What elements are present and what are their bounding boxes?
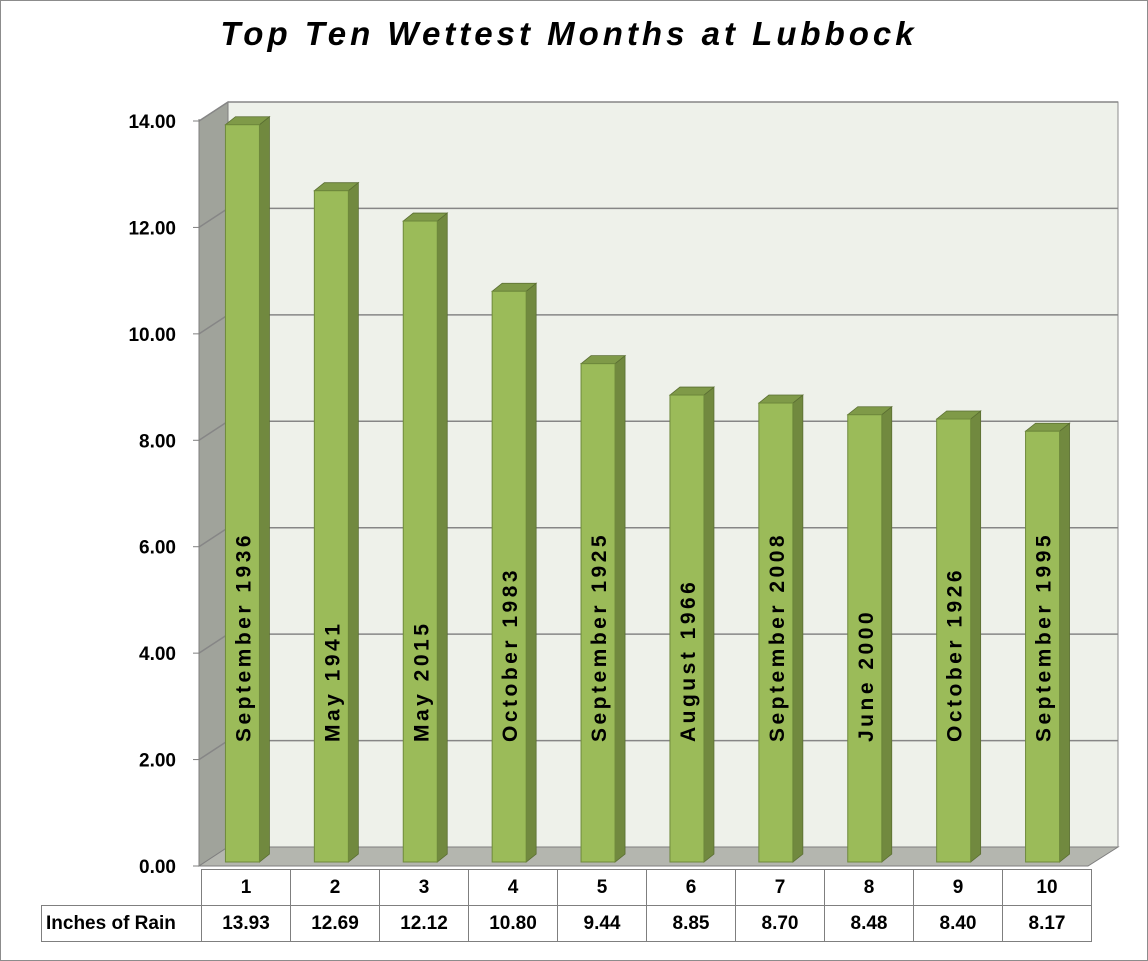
data-table-category: 6 [646,869,736,906]
data-table-value: 12.12 [379,905,469,942]
bar: May 2015 [402,212,449,863]
bar-front [491,290,527,863]
data-table-value: 9.44 [557,905,647,942]
bar-side [259,115,270,863]
y-tick-label: 2.00 [139,751,176,772]
y-tick-label: 10.00 [128,325,176,346]
data-table-value: 12.69 [290,905,380,942]
chart-title: Top Ten Wettest Months at Lubbock [220,15,918,52]
data-table-category: 8 [824,869,914,906]
data-table-category: 4 [468,869,558,906]
bar-side [525,282,537,863]
bar-front [402,220,438,863]
bar-label: October 1926 [944,567,967,742]
bar: October 1983 [491,282,538,863]
bar-front [313,190,349,863]
bar: September 1936 [224,115,271,863]
y-tick-label: 8.00 [139,431,176,452]
data-table-header-row: 1 2 3 4 5 6 7 8 9 10 [41,869,1092,906]
data-table-category: 5 [557,869,647,906]
y-tick-label: 4.00 [139,644,176,665]
bar: September 2008 [757,394,804,863]
side-wall [198,101,229,867]
data-table-value: 8.85 [646,905,736,942]
gridline [198,101,1118,122]
bar-label: September 1936 [232,532,255,742]
bar: September 1995 [1024,422,1071,863]
data-table-value: 8.70 [735,905,825,942]
bar-front [847,414,883,863]
bar: October 1926 [935,410,982,863]
data-table-category: 3 [379,869,469,906]
bar-side [347,181,359,863]
data-table-category: 1 [201,869,291,906]
bar-label: September 2008 [766,532,789,742]
bar: August 1966 [668,386,716,863]
bar: June 2000 [846,405,893,863]
bar-side [970,410,982,863]
data-table-value-row: Inches of Rain 13.93 12.69 12.12 10.80 9.44 8… [41,905,1092,942]
data-table-value: 13.93 [201,905,291,942]
data-table-category: 9 [913,869,1003,906]
data-table-value: 10.80 [468,905,558,942]
data-table: 1 2 3 4 5 6 7 8 9 10 Inches of Rain 13.93 12.69 12.… [41,869,1092,942]
bar-label: May 2015 [410,621,433,742]
bar: May 1941 [313,181,360,863]
bar-label: October 1983 [499,567,522,742]
bar-front [224,124,260,863]
y-tick-label: 6.00 [139,538,176,559]
bar-side [881,405,893,863]
bar: September 1925 [579,354,627,863]
bar-front [1025,430,1061,863]
bar-side [792,394,804,863]
bar-label: August 1966 [677,579,700,742]
data-table-category: 2 [290,869,380,906]
bar-side [614,354,626,863]
bar-label: September 1995 [1033,532,1056,742]
data-table-value: 8.40 [913,905,1003,942]
bar-label: June 2000 [855,609,878,742]
bar-front [936,418,972,863]
y-tick-label: 12.00 [128,218,176,239]
y-tick-label: 14.00 [128,112,176,133]
data-table-category: 10 [1002,869,1092,906]
data-table-corner [41,869,202,906]
data-table-value: 8.17 [1002,905,1092,942]
bar-side [1059,422,1070,863]
bar-label: September 1925 [588,532,611,742]
data-table-series-label: Inches of Rain [41,905,202,942]
bar-front [669,394,705,863]
bar-label: May 1941 [321,621,344,742]
bar-side [436,212,448,863]
data-table-value: 8.48 [824,905,914,942]
bar-front [758,402,794,863]
data-table-category: 7 [735,869,825,906]
bar-side [703,386,715,863]
bar-front [580,363,616,863]
